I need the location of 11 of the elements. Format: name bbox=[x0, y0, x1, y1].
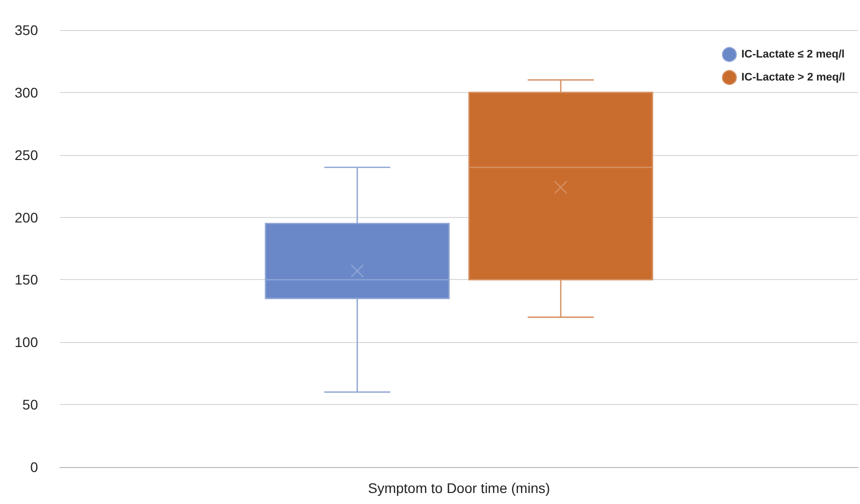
y-tick-label: 350 bbox=[14, 22, 38, 38]
legend-label: IC-Lactate ≤ 2 meq/l bbox=[741, 48, 845, 60]
y-tick-label: 150 bbox=[14, 272, 38, 288]
y-tick-label: 0 bbox=[30, 459, 38, 475]
y-tick-label: 200 bbox=[14, 209, 38, 226]
legend-label: IC-Lactate > 2 meq/l bbox=[741, 72, 846, 84]
x-tick-label: Symptom to Door time (mins) bbox=[368, 480, 550, 496]
y-tick-label: 300 bbox=[14, 84, 38, 100]
y-tick-label: 100 bbox=[14, 334, 38, 350]
y-tick-label: 250 bbox=[14, 146, 38, 163]
y-tick-label: 50 bbox=[22, 396, 38, 413]
